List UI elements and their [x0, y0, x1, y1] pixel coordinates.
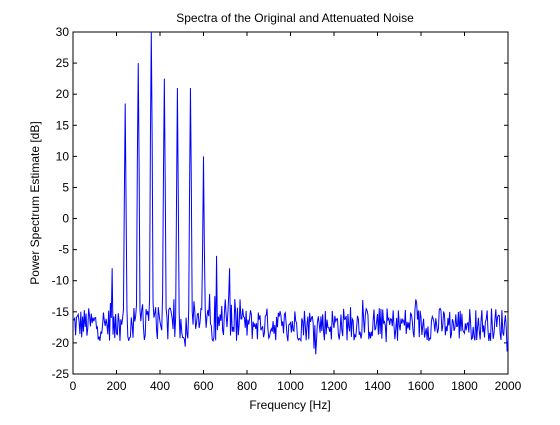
x-tick-label: 200 — [106, 379, 126, 393]
y-tick-label: -25 — [52, 367, 70, 381]
x-tick-label: 1000 — [277, 379, 304, 393]
y-tick-label: 25 — [56, 56, 70, 70]
x-tick-label: 1800 — [451, 379, 478, 393]
chart-title: Spectra of the Original and Attenuated N… — [176, 11, 414, 25]
x-tick-label: 800 — [237, 379, 257, 393]
y-tick-label: 10 — [56, 149, 70, 163]
x-axis: 0 200 400 600 800 1000 1200 1400 1600 1800 2000 — [70, 32, 522, 393]
x-axis-label: Frequency [Hz] — [249, 398, 330, 412]
x-tick-label: 1400 — [364, 379, 391, 393]
y-tick-label: 30 — [56, 25, 70, 39]
y-tick-label: -20 — [52, 336, 70, 350]
y-tick-label: -5 — [58, 243, 69, 257]
y-tick-label: 20 — [56, 87, 70, 101]
x-tick-label: 2000 — [495, 379, 522, 393]
x-tick-label: 0 — [70, 379, 77, 393]
y-tick-label: 15 — [56, 118, 70, 132]
x-tick-label: 400 — [150, 379, 170, 393]
y-axis-label: Power Spectrum Estimate [dB] — [28, 121, 42, 284]
y-tick-label: -10 — [52, 274, 70, 288]
y-tick-label: 0 — [62, 212, 69, 226]
y-tick-label: -15 — [52, 305, 70, 319]
y-axis: -25 -20 -15 -10 -5 0 5 10 15 20 25 30 — [52, 25, 508, 381]
x-tick-label: 1200 — [321, 379, 348, 393]
y-tick-label: 5 — [62, 180, 69, 194]
x-tick-label: 600 — [193, 379, 213, 393]
spectrum-line — [72, 31, 509, 355]
x-tick-label: 1600 — [408, 379, 435, 393]
